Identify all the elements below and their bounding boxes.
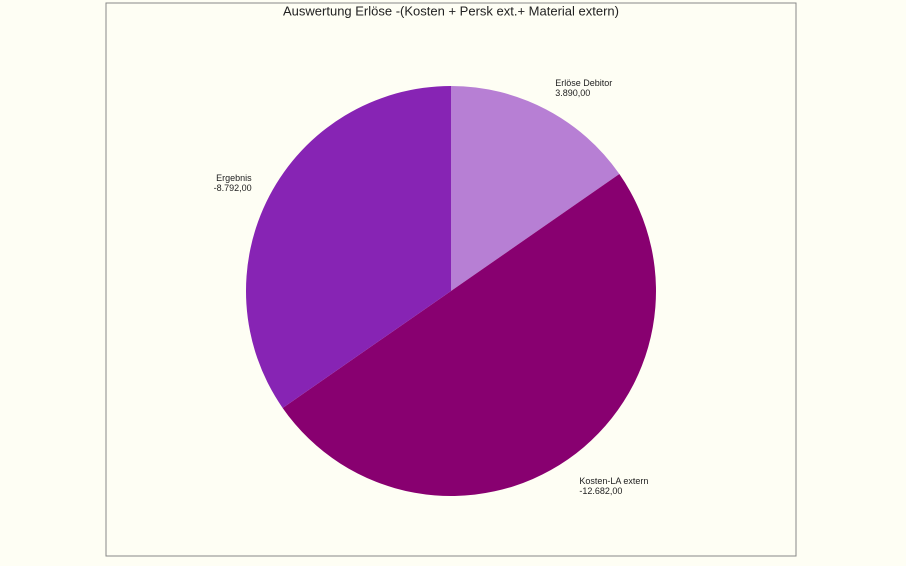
chart-title: Auswertung Erlöse -(Kosten + Persk ext.+… (283, 3, 619, 18)
slice-value-label: 3.890,00 (555, 88, 590, 98)
slice-value-label: -12.682,00 (579, 486, 622, 496)
chart-frame (105, 2, 797, 557)
pie-slice (282, 174, 656, 497)
slice-value-label: -8.792,00 (214, 183, 252, 193)
slice-label: Kosten-LA extern (579, 476, 648, 486)
pie-slice (451, 86, 620, 291)
slice-label: Ergebnis (216, 173, 252, 183)
slice-label: Erlöse Debitor (555, 78, 612, 88)
pie-slice (245, 86, 451, 408)
